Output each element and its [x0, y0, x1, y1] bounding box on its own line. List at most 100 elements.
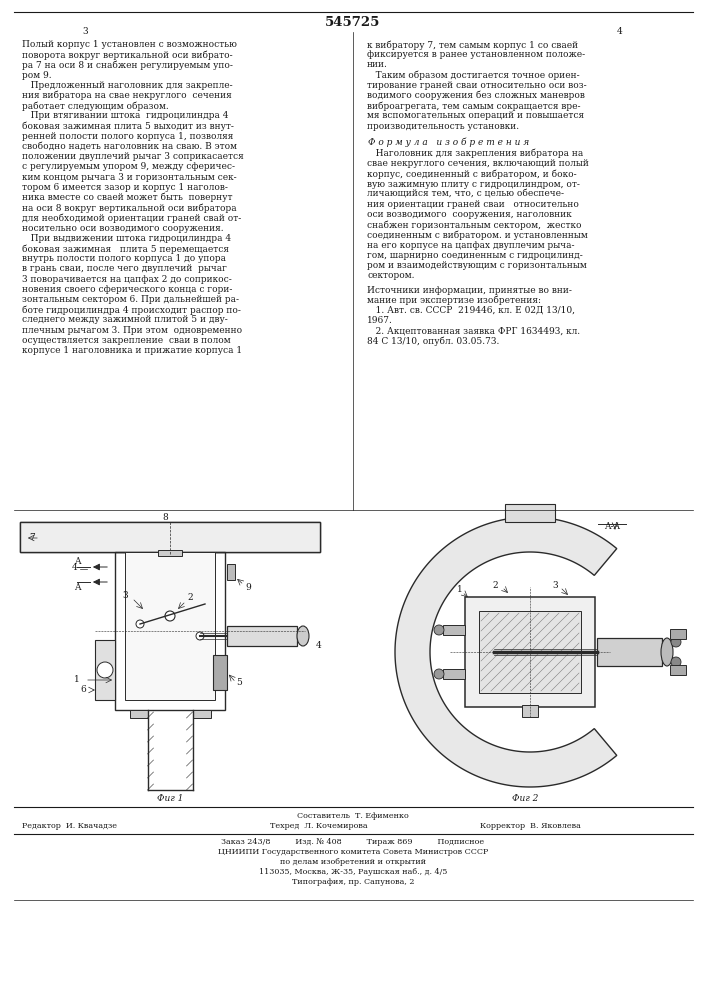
Text: 84 С 13/10, опубл. 03.05.73.: 84 С 13/10, опубл. 03.05.73. — [367, 337, 499, 346]
Text: Предложенный наголовник для закрепле-: Предложенный наголовник для закрепле- — [22, 81, 233, 90]
Text: свободно надеть наголовник на сваю. В этом: свободно надеть наголовник на сваю. В эт… — [22, 142, 237, 151]
Text: положении двуплечий рычаг 3 соприкасается: положении двуплечий рычаг 3 соприкасаетс… — [22, 152, 244, 161]
Text: сектором.: сектором. — [367, 271, 414, 280]
Text: 3 поворачивается на цапфах 2 до соприкос-: 3 поворачивается на цапфах 2 до соприкос… — [22, 275, 232, 284]
Bar — [129, 710, 148, 718]
Bar — [505, 504, 555, 522]
Text: Фиг 1: Фиг 1 — [157, 794, 183, 803]
Bar — [443, 669, 465, 679]
Bar — [20, 522, 320, 552]
Circle shape — [165, 611, 175, 621]
Bar — [670, 629, 686, 639]
Text: 4: 4 — [617, 27, 623, 36]
Text: зонтальным сектором 6. При дальнейшей ра-: зонтальным сектором 6. При дальнейшей ра… — [22, 295, 239, 304]
Text: Полый корпус 1 установлен с возможностью: Полый корпус 1 установлен с возможностью — [22, 40, 237, 49]
Text: 2: 2 — [187, 593, 193, 602]
Text: 6: 6 — [80, 686, 86, 694]
Text: нии.: нии. — [367, 60, 388, 69]
Text: на оси 8 вокруг вертикальной оси вибратора: на оси 8 вокруг вертикальной оси вибрато… — [22, 203, 237, 213]
Text: тирование граней сваи относительно оси воз-: тирование граней сваи относительно оси в… — [367, 81, 587, 90]
Text: Наголовник для закрепления вибратора на: Наголовник для закрепления вибратора на — [367, 149, 583, 158]
Text: следнего между зажимной плитой 5 и дву-: следнего между зажимной плитой 5 и дву- — [22, 315, 228, 324]
Text: гом, шарнирно соединенным с гидроцилинд-: гом, шарнирно соединенным с гидроцилинд- — [367, 251, 583, 260]
Text: 2: 2 — [492, 580, 498, 589]
Text: A: A — [74, 558, 81, 566]
Circle shape — [671, 637, 681, 647]
Text: осуществляется закрепление  сваи в полом: осуществляется закрепление сваи в полом — [22, 336, 230, 345]
Circle shape — [196, 632, 204, 640]
Polygon shape — [395, 517, 617, 787]
Text: вую зажимную плиту с гидроцилиндром, от-: вую зажимную плиту с гидроцилиндром, от- — [367, 180, 580, 189]
Bar — [443, 625, 465, 635]
Text: A: A — [74, 582, 81, 591]
Bar — [479, 611, 581, 693]
Text: Редактор  И. Квачадзе: Редактор И. Квачадзе — [22, 822, 117, 830]
Ellipse shape — [661, 638, 673, 666]
Text: работает следующим образом.: работает следующим образом. — [22, 101, 169, 111]
Text: снабжен горизонтальным сектором,  жестко: снабжен горизонтальным сектором, жестко — [367, 220, 581, 230]
Text: 1: 1 — [74, 676, 80, 684]
Bar — [597, 638, 662, 666]
Text: 7: 7 — [29, 534, 35, 542]
Bar — [465, 597, 595, 707]
Text: боте гидроцилиндра 4 происходит распор по-: боте гидроцилиндра 4 происходит распор п… — [22, 305, 241, 315]
Circle shape — [671, 657, 681, 667]
Text: внутрь полости полого корпуса 1 до упора: внутрь полости полого корпуса 1 до упора — [22, 254, 226, 263]
Text: на его корпусе на цапфах двуплечим рыча-: на его корпусе на цапфах двуплечим рыча- — [367, 241, 575, 250]
Text: 545725: 545725 — [325, 15, 380, 28]
Text: боковая зажимная   плита 5 перемещается: боковая зажимная плита 5 перемещается — [22, 244, 229, 253]
Text: с регулируемым упором 9, между сферичес-: с регулируемым упором 9, между сферичес- — [22, 162, 235, 171]
Ellipse shape — [297, 626, 309, 646]
Text: ром и взаимодействующим с горизонтальным: ром и взаимодействующим с горизонтальным — [367, 261, 587, 270]
Text: личающийся тем, что, с целью обеспече-: личающийся тем, что, с целью обеспече- — [367, 190, 564, 199]
Text: свае некруглого сечения, включающий полый: свае некруглого сечения, включающий полы… — [367, 159, 589, 168]
Text: A-A: A-A — [604, 522, 620, 531]
Text: плечным рычагом 3. При этом  одновременно: плечным рычагом 3. При этом одновременно — [22, 326, 242, 335]
Text: 1: 1 — [457, 584, 463, 593]
Text: по делам изобретений и открытий: по делам изобретений и открытий — [280, 858, 426, 866]
Text: Корректор  В. Яковлева: Корректор В. Яковлева — [480, 822, 581, 830]
Circle shape — [434, 669, 444, 679]
Text: виброагрегата, тем самым сокращается вре-: виброагрегата, тем самым сокращается вре… — [367, 101, 580, 111]
Text: 9: 9 — [245, 582, 251, 591]
Bar — [20, 522, 320, 552]
Text: Таким образом достигается точное ориен-: Таким образом достигается точное ориен- — [367, 71, 580, 80]
Text: 4: 4 — [316, 642, 322, 650]
Text: 1. Авт. св. СССР  219446, кл. Е 02Д 13/10,: 1. Авт. св. СССР 219446, кл. Е 02Д 13/10… — [367, 306, 575, 315]
Text: 113035, Москва, Ж-35, Раушская наб., д. 4/5: 113035, Москва, Ж-35, Раушская наб., д. … — [259, 868, 448, 876]
Text: носительно оси возводимого сооружения.: носительно оси возводимого сооружения. — [22, 224, 223, 233]
Text: 8: 8 — [162, 512, 168, 522]
Text: боковая зажимная плита 5 выходит из внут-: боковая зажимная плита 5 выходит из внут… — [22, 122, 234, 131]
Text: фиксируется в ранее установленном положе-: фиксируется в ранее установленном положе… — [367, 50, 585, 59]
Text: к вибратору 7, тем самым корпус 1 со сваей: к вибратору 7, тем самым корпус 1 со сва… — [367, 40, 578, 49]
Text: Фиг 2: Фиг 2 — [512, 794, 538, 803]
Text: При втягивании штока  гидроцилиндра 4: При втягивании штока гидроцилиндра 4 — [22, 111, 228, 120]
Text: Типография, пр. Сапунова, 2: Типография, пр. Сапунова, 2 — [292, 878, 414, 886]
Bar — [115, 552, 225, 710]
Text: оси возводимого  сооружения, наголовник: оси возводимого сооружения, наголовник — [367, 210, 572, 219]
Bar — [522, 705, 538, 717]
Text: 3: 3 — [552, 580, 558, 589]
Text: 5: 5 — [236, 678, 242, 687]
Circle shape — [434, 625, 444, 635]
Text: ния ориентации граней сваи   относительно: ния ориентации граней сваи относительно — [367, 200, 579, 209]
Text: поворота вокруг вертикальной оси вибрато-: поворота вокруг вертикальной оси вибрато… — [22, 50, 233, 60]
Text: ким концом рычага 3 и горизонтальным сек-: ким концом рычага 3 и горизонтальным сек… — [22, 173, 237, 182]
Text: Ф о р м у л а   и з о б р е т е н и я: Ф о р м у л а и з о б р е т е н и я — [368, 138, 530, 147]
Text: 3: 3 — [82, 27, 88, 36]
Text: в грань сваи, после чего двуплечий  рычаг: в грань сваи, после чего двуплечий рычаг — [22, 264, 227, 273]
Bar — [158, 550, 182, 556]
Text: ра 7 на оси 8 и снабжен регулируемым упо-: ра 7 на оси 8 и снабжен регулируемым упо… — [22, 60, 233, 70]
Bar — [670, 665, 686, 675]
Text: Техред  Л. Кочемирова: Техред Л. Кочемирова — [270, 822, 368, 830]
Text: водимого сооружения без сложных маневров: водимого сооружения без сложных маневров — [367, 91, 585, 101]
Text: 4: 4 — [72, 562, 78, 572]
Circle shape — [136, 620, 144, 628]
Bar — [227, 626, 297, 646]
Bar — [95, 640, 115, 700]
Text: ния вибратора на свае некруглого  сечения: ния вибратора на свае некруглого сечения — [22, 91, 232, 101]
Text: корпусе 1 наголовника и прижатие корпуса 1: корпусе 1 наголовника и прижатие корпуса… — [22, 346, 242, 355]
Text: производительность установки.: производительность установки. — [367, 122, 519, 131]
Text: Составитель  Т. Ефименко: Составитель Т. Ефименко — [297, 812, 409, 820]
Text: ника вместе со сваей может быть  повернут: ника вместе со сваей может быть повернут — [22, 193, 233, 202]
